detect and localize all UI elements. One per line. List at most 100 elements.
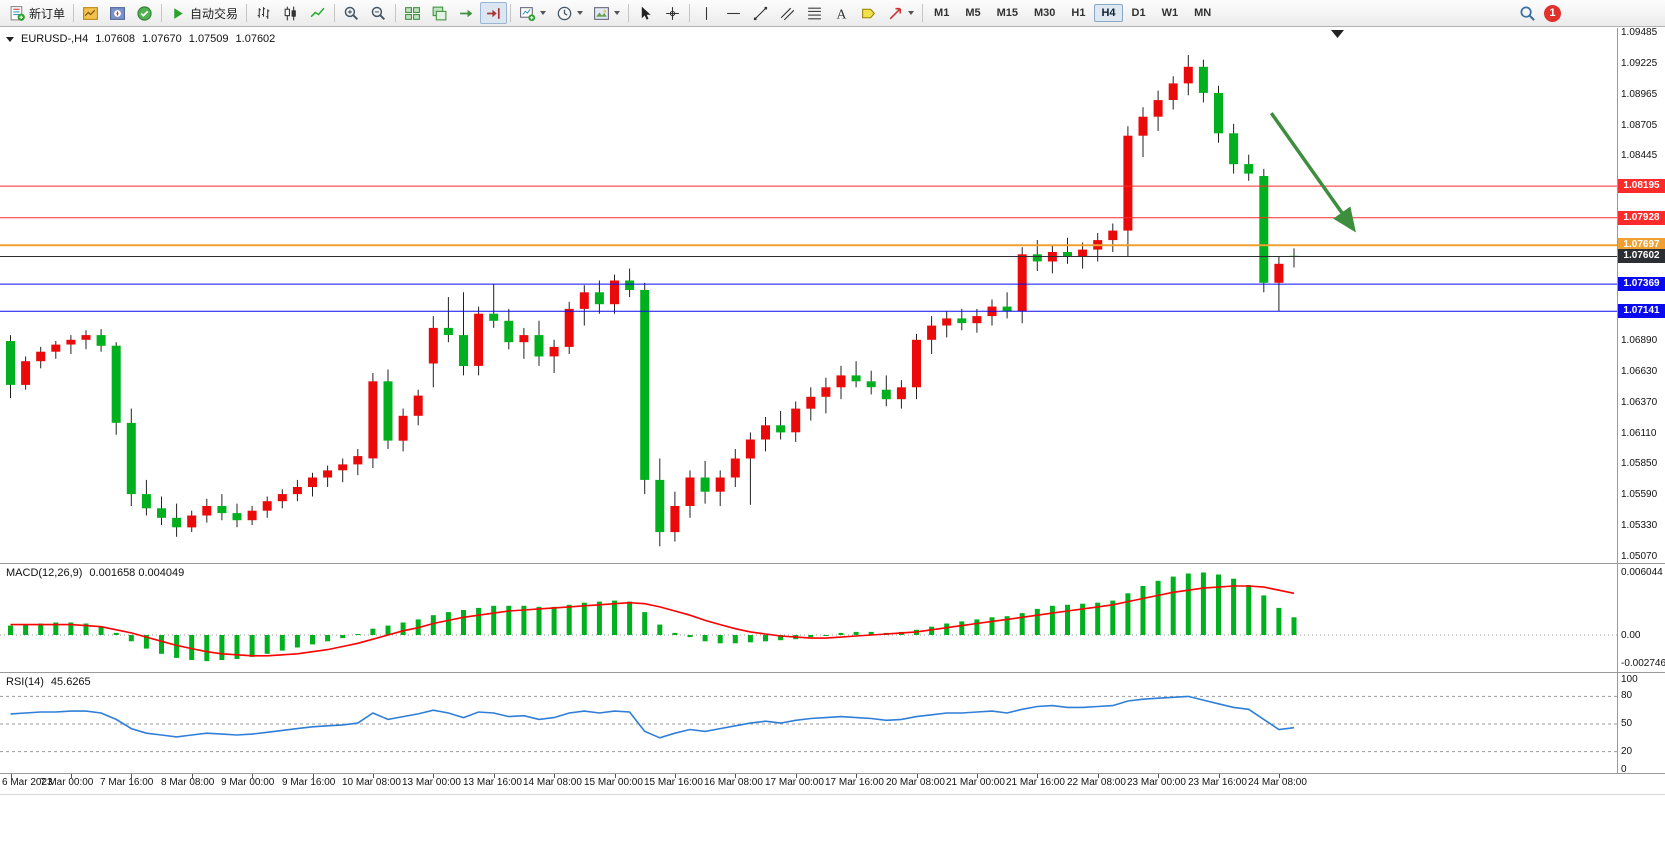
panel-separator[interactable] [0, 563, 1665, 564]
bars-chart-button[interactable] [250, 2, 277, 24]
candle-body [262, 501, 272, 511]
candle-body [1229, 133, 1239, 165]
macd-histogram-bar [1110, 600, 1116, 635]
macd-histogram-bar [929, 626, 935, 635]
market-watch-button[interactable] [77, 2, 104, 24]
time-axis-tick [11, 774, 12, 778]
macd-histogram-bar [1004, 616, 1010, 635]
candle-body [640, 290, 650, 480]
cursor-button[interactable] [632, 2, 659, 24]
panel-separator[interactable] [0, 672, 1665, 673]
timeframe-button-mn[interactable]: MN [1194, 7, 1212, 19]
search-icon[interactable] [1519, 5, 1536, 22]
macd-values: 0.001658 0.004049 [89, 567, 185, 579]
candle-body [1183, 66, 1193, 84]
timeframe-button-w1[interactable]: W1 [1161, 7, 1179, 19]
candlestick-chart[interactable] [0, 28, 1617, 563]
time-axis-tick [373, 774, 374, 778]
candle-body [232, 513, 242, 521]
macd-histogram-bar [234, 635, 240, 659]
dropdown-caret-icon [908, 11, 915, 15]
macd-histogram-bar [506, 605, 512, 635]
macd-panel[interactable] [0, 564, 1617, 672]
chart-shift-button[interactable] [480, 2, 508, 24]
auto-scroll-icon [458, 5, 475, 22]
timeframe-button-d1[interactable]: D1 [1131, 7, 1146, 19]
timeframe-button-h4[interactable]: H4 [1094, 4, 1123, 22]
macd-histogram-bar [657, 624, 663, 635]
time-axis-tick [433, 774, 434, 778]
macd-histogram-bar [476, 607, 482, 635]
macd-histogram-bar [959, 621, 965, 635]
price-axis-label: 1.08965 [1621, 88, 1658, 100]
zoom-in-button[interactable] [338, 2, 365, 24]
chart-shift-marker-icon[interactable] [1331, 30, 1344, 38]
macd-histogram-bar [1276, 607, 1282, 635]
support-line-1-price-label: 1.07369 [1618, 277, 1665, 292]
macd-label: MACD(12,26,9) 0.001658 0.004049 [6, 567, 184, 579]
candle-body [866, 381, 876, 388]
cascade-windows-button[interactable] [426, 2, 453, 24]
vertical-line-button[interactable] [693, 2, 720, 24]
time-axis-label: 15 Mar 00:00 [584, 777, 643, 788]
macd-histogram-bar [143, 635, 149, 649]
candle-body [836, 375, 846, 388]
time-axis-label: 16 Mar 08:00 [704, 777, 763, 788]
auto-trading-icon [170, 5, 187, 22]
line-chart-button[interactable] [304, 2, 331, 24]
time-axis-tick [1098, 774, 1099, 778]
macd-histogram-bar [581, 602, 587, 635]
periods-button[interactable] [551, 2, 588, 24]
sell-signal-arrow[interactable] [1269, 112, 1356, 233]
timeframe-button-h1[interactable]: H1 [1071, 7, 1086, 19]
terminal-button[interactable] [131, 2, 158, 24]
timeframe-button-m1[interactable]: M1 [934, 7, 950, 19]
crosshair-button[interactable] [659, 2, 686, 24]
time-axis-tick [917, 774, 918, 778]
new-chart-button[interactable] [514, 2, 551, 24]
zoom-out-button[interactable] [365, 2, 392, 24]
macd-histogram-bar [219, 635, 225, 660]
arrows-button[interactable] [882, 2, 919, 24]
candle-body [957, 318, 967, 324]
navigator-button[interactable] [104, 2, 131, 24]
horizontal-line-button[interactable] [720, 2, 747, 24]
timeframe-button-m5[interactable]: M5 [965, 7, 981, 19]
macd-histogram-bar [566, 604, 572, 635]
macd-histogram-bar [808, 635, 814, 638]
candlestick-chart-button[interactable] [277, 2, 304, 24]
auto-scroll-button[interactable] [453, 2, 480, 24]
label-tool-icon [860, 5, 877, 22]
tile-windows-button[interactable] [399, 2, 426, 24]
candle-body [1214, 92, 1223, 134]
timeframe-button-m30[interactable]: M30 [1034, 7, 1056, 19]
time-axis-tick [71, 774, 72, 778]
macd-histogram-bar [400, 622, 406, 635]
templates-button[interactable] [588, 2, 625, 24]
time-axis-tick [977, 774, 978, 778]
time-axis-tick [796, 774, 797, 778]
bars-chart-icon [255, 5, 272, 22]
candle-body [972, 316, 982, 324]
time-axis-label: 13 Mar 16:00 [463, 777, 522, 788]
candle-body [202, 506, 212, 516]
window-bottom-border [0, 794, 1665, 795]
macd-histogram-bar [53, 622, 59, 635]
macd-histogram-bar [596, 601, 602, 635]
one-click-trading-toggle-icon[interactable] [6, 36, 14, 42]
macd-histogram-bar [159, 635, 164, 654]
new-order-button[interactable]: 新订单 [4, 2, 70, 24]
auto-trading-button[interactable]: 自动交易 [165, 2, 243, 24]
timeframe-button-m15[interactable]: M15 [996, 7, 1018, 19]
channel-button[interactable] [774, 2, 801, 24]
time-axis-tick [554, 774, 555, 778]
trendline-button[interactable] [747, 2, 774, 24]
text-button[interactable]: A [828, 2, 855, 24]
fibonacci-button[interactable] [801, 2, 828, 24]
auto-trading-button-label: 自动交易 [190, 6, 239, 21]
notification-badge[interactable]: 1 [1544, 4, 1561, 22]
ohlc-open: 1.07608 [95, 33, 135, 45]
label-button[interactable] [855, 2, 882, 24]
rsi-panel[interactable] [0, 673, 1617, 773]
macd-histogram-bar [294, 635, 300, 648]
